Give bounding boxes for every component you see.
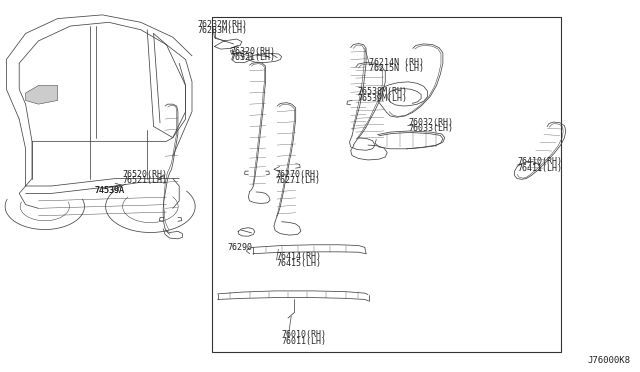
- Text: 76520(RH): 76520(RH): [123, 170, 168, 179]
- Text: 76032(RH): 76032(RH): [408, 118, 453, 126]
- Text: 76410(RH): 76410(RH): [517, 157, 562, 166]
- Text: 76232M(RH): 76232M(RH): [197, 20, 247, 29]
- Text: 76415(LH): 76415(LH): [276, 259, 321, 267]
- Text: 76414(RH): 76414(RH): [276, 252, 321, 261]
- Text: 76321(LH): 76321(LH): [230, 53, 275, 62]
- Bar: [212, 17, 561, 352]
- Text: 76411(LH): 76411(LH): [517, 164, 562, 173]
- Text: 76290: 76290: [227, 243, 252, 252]
- Text: 76011(LH): 76011(LH): [282, 337, 326, 346]
- Text: 76233M(LH): 76233M(LH): [197, 26, 247, 35]
- Text: 76539M(LH): 76539M(LH): [357, 94, 407, 103]
- Text: 76270(RH): 76270(RH): [275, 170, 320, 179]
- Text: 76271(LH): 76271(LH): [275, 176, 320, 185]
- Text: 76538M(RH): 76538M(RH): [357, 87, 407, 96]
- Text: 76521(LH): 76521(LH): [123, 176, 168, 185]
- Text: 74539A: 74539A: [95, 186, 125, 195]
- Text: 76320(RH): 76320(RH): [230, 47, 275, 56]
- Text: 76033(LH): 76033(LH): [408, 124, 453, 133]
- Text: 76215N (LH): 76215N (LH): [369, 64, 424, 73]
- Polygon shape: [26, 86, 58, 104]
- Text: 76010(RH): 76010(RH): [282, 330, 326, 339]
- Text: J76000K8: J76000K8: [588, 356, 630, 365]
- Text: 74539A: 74539A: [95, 186, 125, 195]
- Text: 76214N (RH): 76214N (RH): [369, 58, 424, 67]
